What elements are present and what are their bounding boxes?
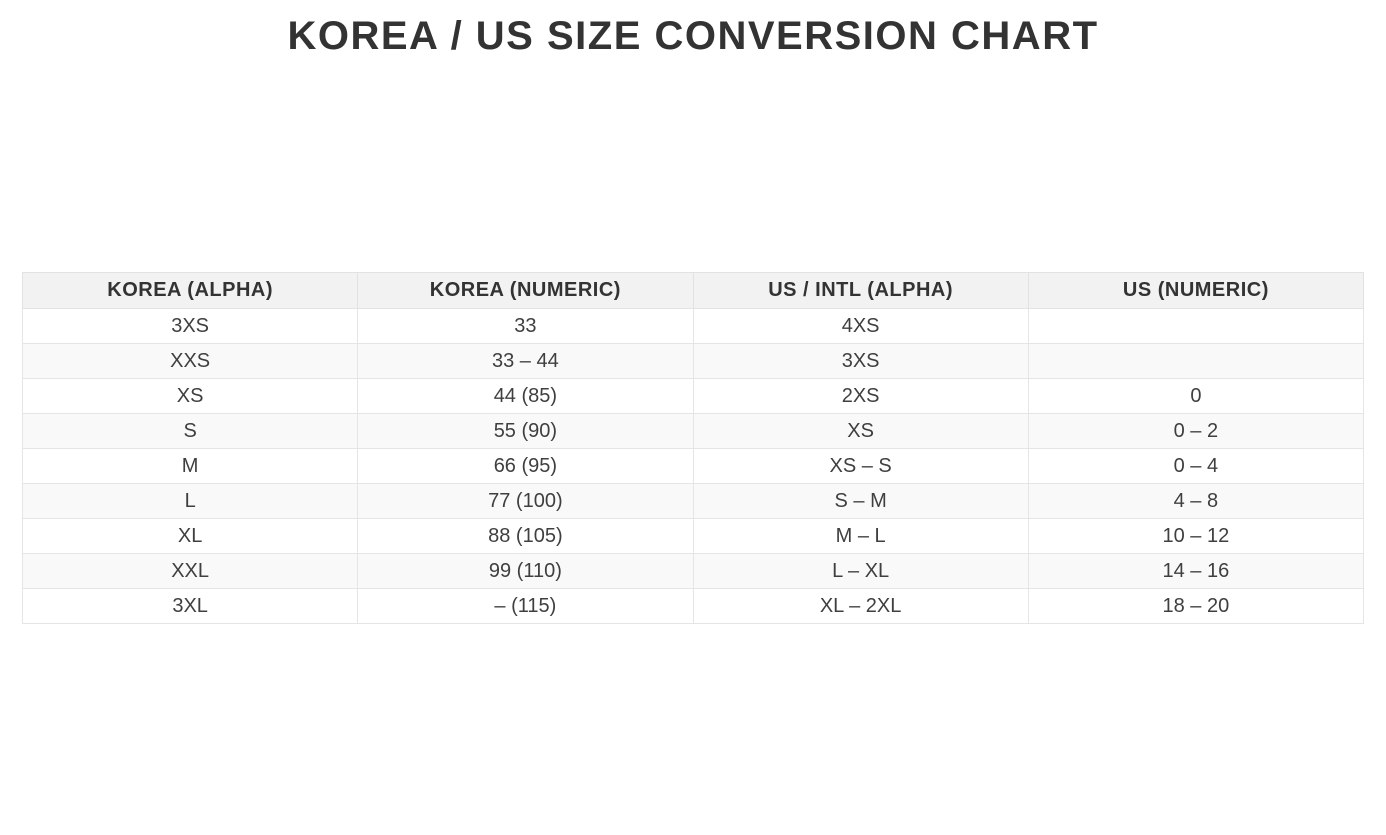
table-cell: XS bbox=[692, 413, 1029, 449]
table-cell: L – XL bbox=[692, 553, 1029, 589]
table-cell: 3XS bbox=[21, 308, 359, 344]
table-cell: 55 (90) bbox=[357, 413, 694, 449]
table-cell: 99 (110) bbox=[357, 553, 694, 589]
table-cell: 44 (85) bbox=[357, 378, 694, 414]
table-cell: 3XL bbox=[21, 588, 359, 624]
table-cell: 77 (100) bbox=[357, 483, 694, 519]
table-cell: XS – S bbox=[692, 448, 1029, 484]
table-cell: XL – 2XL bbox=[692, 588, 1029, 624]
table-cell: 88 (105) bbox=[357, 518, 694, 554]
table-cell: 33 – 44 bbox=[357, 343, 694, 379]
table-cell: 2XS bbox=[692, 378, 1029, 414]
table-header: KOREA (ALPHA) KOREA (NUMERIC) US / INTL (A… bbox=[21, 272, 1365, 309]
table-cell bbox=[1027, 343, 1365, 379]
table-cell: 10 – 12 bbox=[1027, 518, 1365, 554]
table-cell: 0 – 2 bbox=[1027, 413, 1365, 449]
table-cell: 0 bbox=[1027, 378, 1365, 414]
table-cell: S bbox=[21, 413, 359, 449]
table-cell: 66 (95) bbox=[357, 448, 694, 484]
table-header-row: KOREA (ALPHA) KOREA (NUMERIC) US / INTL (A… bbox=[21, 272, 1365, 309]
table-cell: M – L bbox=[692, 518, 1029, 554]
table-cell: XL bbox=[21, 518, 359, 554]
table-cell: M bbox=[21, 448, 359, 484]
table-cell bbox=[1027, 308, 1365, 344]
table-container: KOREA (ALPHA) KOREA (NUMERIC) US / INTL (A… bbox=[21, 272, 1365, 624]
column-header-3: US / INTL (ALPHA) bbox=[692, 272, 1029, 309]
table-row: XXL 99 (110) L – XL 14 – 16 bbox=[21, 553, 1365, 589]
table-row: XXS 33 – 44 3XS bbox=[21, 343, 1365, 379]
table-cell: 0 – 4 bbox=[1027, 448, 1365, 484]
table-row: S 55 (90) XS 0 – 2 bbox=[21, 413, 1365, 449]
table-cell: 14 – 16 bbox=[1027, 553, 1365, 589]
column-header-2: KOREA (NUMERIC) bbox=[357, 272, 694, 309]
column-header-1: KOREA (ALPHA) bbox=[21, 272, 359, 309]
table-cell: 18 – 20 bbox=[1027, 588, 1365, 624]
table-cell: 33 bbox=[357, 308, 694, 344]
table-row: XL 88 (105) M – L 10 – 12 bbox=[21, 518, 1365, 554]
table-row: 3XS 33 4XS bbox=[21, 308, 1365, 344]
table-cell: – (115) bbox=[357, 588, 694, 624]
table-cell: 4 – 8 bbox=[1027, 483, 1365, 519]
table-cell: XXS bbox=[21, 343, 359, 379]
table-cell: 3XS bbox=[692, 343, 1029, 379]
size-conversion-table: KOREA (ALPHA) KOREA (NUMERIC) US / INTL (A… bbox=[21, 272, 1365, 624]
page-title: KOREA / US SIZE CONVERSION CHART bbox=[287, 14, 1099, 58]
table-cell: S – M bbox=[692, 483, 1029, 519]
column-header-4: US (NUMERIC) bbox=[1027, 272, 1365, 309]
table-cell: 4XS bbox=[692, 308, 1029, 344]
table-body: 3XS 33 4XS XXS 33 – 44 3XS XS 44 (85) 2XS 0 S 55 (9… bbox=[21, 308, 1365, 624]
table-cell: L bbox=[21, 483, 359, 519]
table-row: XS 44 (85) 2XS 0 bbox=[21, 378, 1365, 414]
table-row: 3XL – (115) XL – 2XL 18 – 20 bbox=[21, 588, 1365, 624]
table-cell: XS bbox=[21, 378, 359, 414]
table-cell: XXL bbox=[21, 553, 359, 589]
